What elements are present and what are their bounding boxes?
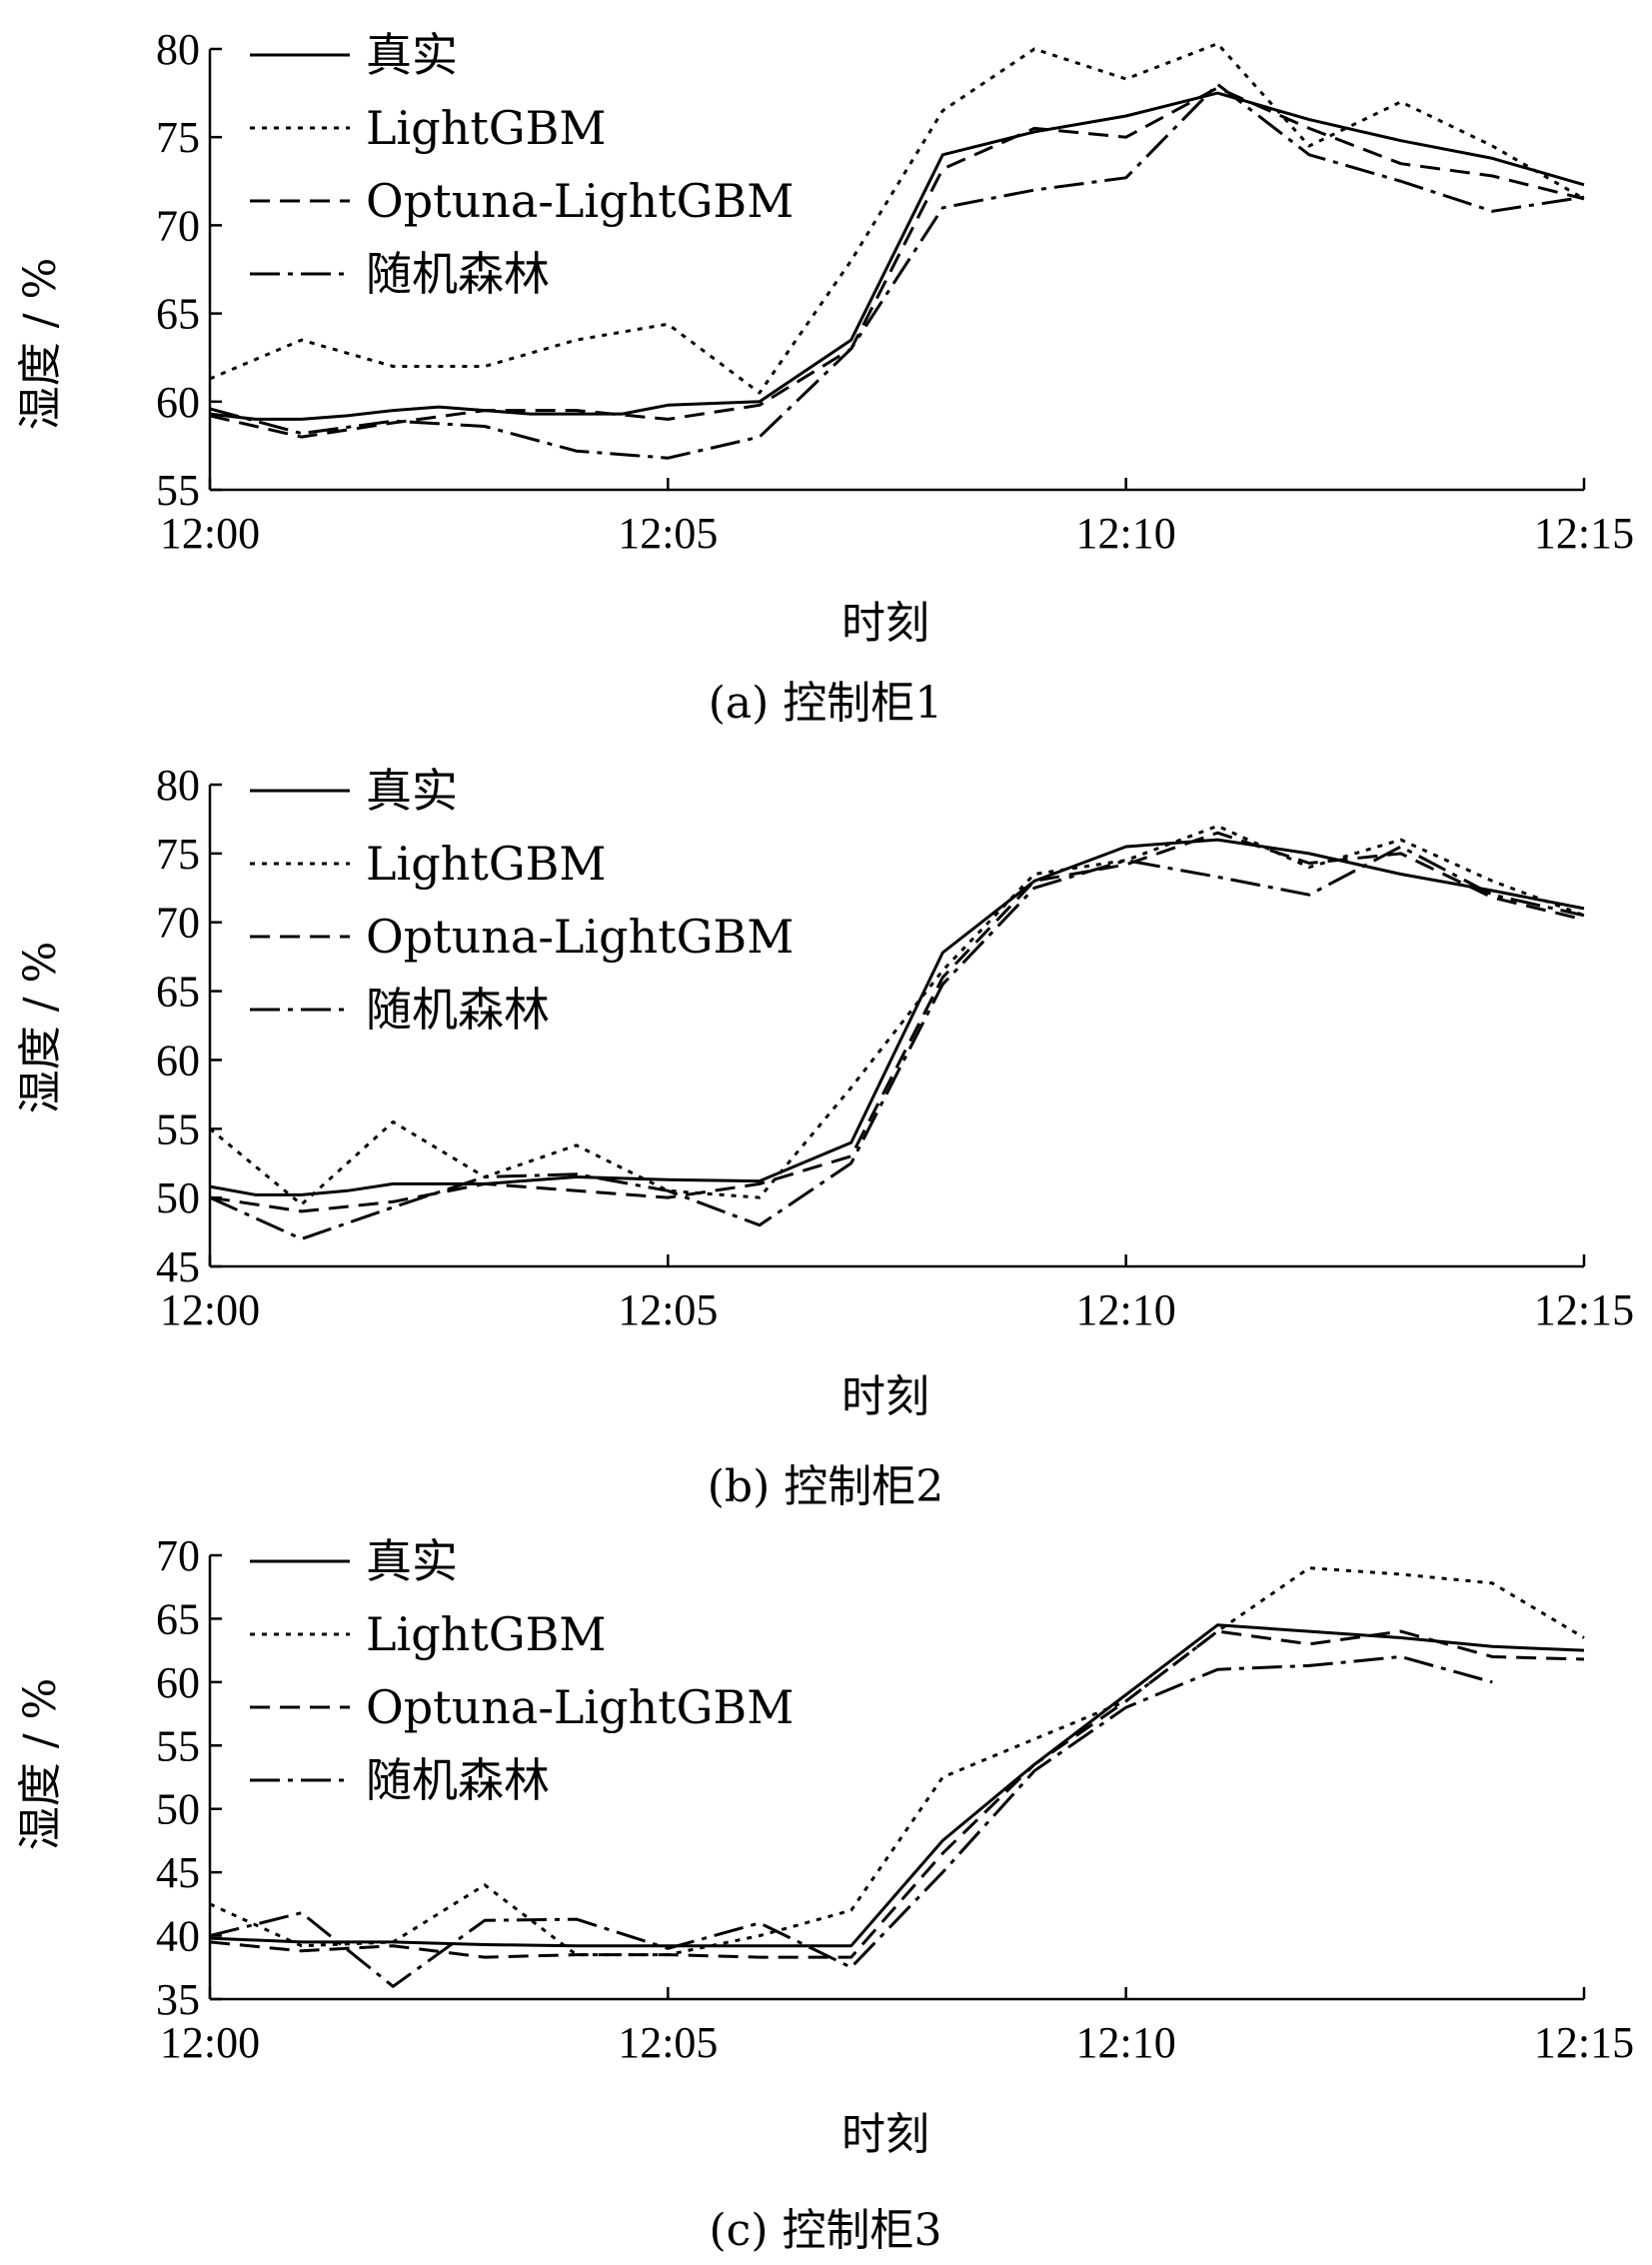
x-tick-label: 12:05 [618, 509, 718, 558]
x-tick-label: 12:00 [160, 2018, 260, 2067]
series-line-dashdot [209, 1655, 1493, 1988]
y-tick-label: 55 [156, 1721, 200, 1770]
y-tick-label: 60 [156, 1658, 200, 1707]
y-tick-label: 35 [156, 1975, 200, 2024]
x-tick-label: 12:00 [160, 1285, 260, 1334]
x-tick-label: 12:00 [160, 509, 260, 558]
y-tick-label: 70 [156, 1531, 200, 1580]
x-tick-label: 12:15 [1534, 1285, 1634, 1334]
y-axis-title: 湿度 / % [15, 942, 66, 1115]
y-tick-label: 80 [156, 25, 200, 74]
legend-label: LightGBM [366, 837, 606, 891]
x-axis-title: 时刻 [841, 2109, 929, 2160]
legend-label: Optuna-LightGBM [366, 174, 794, 228]
panel-c: (c) 控制柜3 时刻 湿度 / % 35 40 45 50 55 60 65 70 12:00… [15, 1531, 1634, 2256]
y-tick-label: 70 [156, 201, 200, 250]
y-tick-label: 60 [156, 378, 200, 427]
legend-label: 随机森林 [366, 247, 550, 301]
x-tick-label: 12:15 [1534, 2018, 1634, 2067]
x-axis-title: 时刻 [841, 598, 929, 649]
y-tick-label: 45 [156, 1242, 200, 1291]
y-tick-label: 80 [156, 761, 200, 810]
y-tick-label: 70 [156, 899, 200, 948]
y-tick-label: 55 [156, 1105, 200, 1153]
y-tick-label: 45 [156, 1848, 200, 1897]
panel-caption: (a) 控制柜1 [709, 678, 943, 729]
x-axis-title: 时刻 [841, 1371, 929, 1422]
legend-label: 真实 [366, 1534, 458, 1588]
legend-label: Optuna-LightGBM [366, 1680, 794, 1734]
y-tick-label: 55 [156, 466, 200, 515]
legend-label: 真实 [366, 28, 458, 82]
panel-caption: (b) 控制柜2 [708, 1461, 943, 1512]
y-tick-label: 50 [156, 1173, 200, 1222]
legend-label: 随机森林 [366, 1753, 550, 1807]
y-tick-label: 60 [156, 1036, 200, 1085]
series-line-solid [209, 1623, 1585, 1948]
series-line-dashdot [209, 82, 1585, 460]
y-tick-label: 40 [156, 1912, 200, 1961]
panel-a: (a) 控制柜1 时刻 湿度 / % 55 60 65 70 75 80 12:00 12:0… [15, 25, 1634, 729]
y-axis-title: 湿度 / % [15, 1678, 66, 1851]
y-axis-title: 湿度 / % [15, 258, 66, 431]
x-tick-label: 12:05 [618, 1285, 718, 1334]
x-tick-label: 12:10 [1076, 2018, 1176, 2067]
series-line-dashed [209, 1629, 1585, 1959]
series-line-dashdot [209, 845, 1585, 1240]
series-line-dashed [209, 86, 1585, 439]
y-tick-label: 65 [156, 290, 200, 339]
x-tick-label: 12:10 [1076, 509, 1176, 558]
y-tick-label: 75 [156, 830, 200, 879]
legend-label: 随机森林 [366, 983, 550, 1037]
legend-label: Optuna-LightGBM [366, 910, 794, 964]
series-line-dotted [209, 824, 1585, 1206]
legend-label: LightGBM [366, 1607, 606, 1661]
y-tick-label: 65 [156, 968, 200, 1017]
x-tick-label: 12:15 [1534, 509, 1634, 558]
y-tick-label: 75 [156, 113, 200, 162]
panel-caption: (c) 控制柜3 [710, 2205, 942, 2256]
series-line-solid [209, 838, 1585, 1196]
y-tick-label: 65 [156, 1594, 200, 1643]
legend-label: 真实 [366, 764, 458, 818]
legend-label: LightGBM [366, 101, 606, 155]
y-tick-label: 50 [156, 1785, 200, 1834]
x-tick-label: 12:10 [1076, 1285, 1176, 1334]
series-line-dashed [209, 831, 1585, 1213]
panel-b: (b) 控制柜2 时刻 湿度 / % 45 50 55 60 65 70 75 80 12:00… [15, 761, 1634, 1512]
x-tick-label: 12:05 [618, 2018, 718, 2067]
series-line-dotted [209, 42, 1585, 395]
